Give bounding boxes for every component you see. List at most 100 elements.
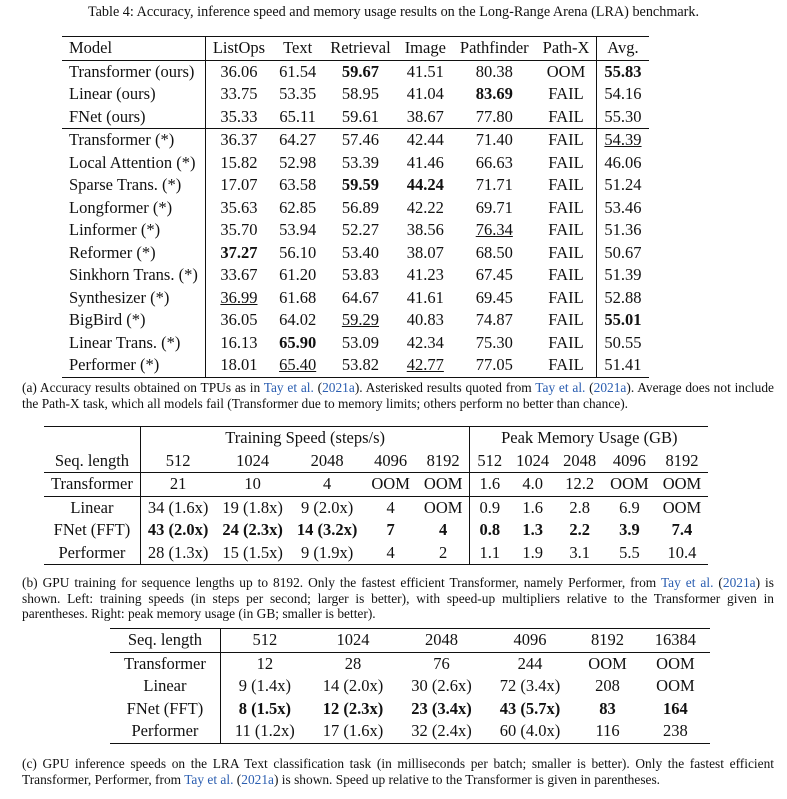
table-cell: 512: [220, 628, 309, 652]
table-cell: 65.11: [279, 106, 316, 126]
row-label: Transformer (ours): [62, 59, 206, 83]
table-cell: 68.50: [475, 242, 513, 262]
table-cell: 50.67: [604, 242, 642, 262]
citation-link[interactable]: Tay et al.: [660, 575, 714, 590]
table-cell: 53.09: [341, 332, 379, 352]
table-cell: Text: [272, 36, 324, 60]
table-row: Linear Trans. (*) 16.13 65.90 53.09 42.34 75.…: [62, 331, 649, 354]
table-cell: 2.8: [556, 495, 604, 519]
caption-text: ) is shown. Left: training speeds (in st…: [22, 575, 774, 621]
group-header: Peak Memory Usage (GB): [469, 426, 709, 450]
table-cell: 34 (1.6x): [140, 495, 216, 519]
table-cell: 10: [215, 472, 290, 496]
table-cell: 52.27: [341, 220, 379, 240]
table-cell: 64.27: [272, 128, 324, 152]
table-row: Transformer 12 28 76 244 OOM OOM: [110, 651, 711, 675]
table-row: Local Attention (*) 15.82 52.98 53.39 41.46 6…: [62, 151, 649, 174]
table-row: Transformer (*) 36.37 64.27 57.46 42.44 71.40…: [62, 128, 649, 152]
table-cell: 69.45: [475, 287, 513, 307]
caption-text: (c) GPU inference speeds on the LRA Text…: [22, 756, 774, 787]
citation-link[interactable]: Tay et al.: [263, 380, 314, 395]
table-cell: 1.6: [469, 472, 510, 496]
table-cell: 40.83: [406, 310, 444, 330]
table-row: Performer 28 (1.3x) 15 (1.5x) 9 (1.9x) 4 2 1.1…: [44, 541, 709, 565]
table-cell: 512: [165, 450, 191, 470]
table-cell: 42.34: [406, 332, 444, 352]
table-cell: 42.22: [406, 197, 444, 217]
table-cell: 41.04: [406, 84, 444, 104]
table-cell: 23 (3.4x): [411, 698, 472, 718]
table-cell: 12.2: [556, 472, 604, 496]
table-cell: 9 (1.4x): [238, 676, 291, 696]
citation-link[interactable]: 2021a: [593, 380, 627, 395]
table-cell: 164: [663, 698, 688, 718]
table-cell: 17 (1.6x): [308, 720, 398, 744]
table-cell: 64.02: [279, 310, 317, 330]
table-cell: 18.01: [205, 354, 273, 378]
table-cell: 55.30: [604, 106, 642, 126]
table-cell: 66.63: [475, 152, 513, 172]
table-cell: 53.82: [323, 354, 398, 378]
table-b: Training Speed (steps/s) Peak Memory Usag…: [44, 426, 709, 565]
group-header: Training Speed (steps/s): [140, 426, 471, 450]
table-cell: 53.46: [604, 197, 642, 217]
table-row: Sinkhorn Trans. (*) 33.67 61.20 53.83 41.23 6…: [62, 264, 649, 287]
table-cell: 53.39: [341, 152, 379, 172]
citation-link[interactable]: 2021a: [722, 575, 756, 590]
table-cell: 76: [397, 651, 486, 675]
table-cell: 71.71: [475, 175, 513, 195]
caption-text: (: [313, 380, 323, 395]
row-label: Performer: [44, 541, 141, 565]
table-cell: 59.61: [341, 106, 379, 126]
table-cell: 1.9: [509, 541, 557, 565]
table-cell: FAIL: [535, 309, 598, 332]
table-cell: 62.85: [279, 197, 317, 217]
table-cell: 16.13: [220, 332, 258, 352]
table-cell: 36.37: [205, 128, 273, 152]
row-label: Performer: [110, 720, 221, 744]
caption-text: (: [233, 771, 242, 787]
row-label: Longformer (*): [62, 196, 206, 219]
table-cell: 14 (3.2x): [296, 520, 358, 540]
table-cell: ListOps: [205, 36, 273, 60]
table-cell: 1.3: [522, 520, 543, 540]
table-cell: 12 (2.3x): [322, 698, 384, 718]
citation-link[interactable]: 2021a: [241, 771, 274, 787]
table-cell: 54.16: [604, 84, 642, 104]
table-cell: 42.77: [397, 354, 453, 378]
caption-a: (a) Accuracy results obtained on TPUs as…: [22, 380, 774, 411]
table-row: Longformer (*) 35.63 62.85 56.89 42.22 69.71 F…: [62, 196, 649, 219]
table-cell: FAIL: [535, 286, 598, 309]
table-cell: 116: [574, 720, 641, 744]
citation-link[interactable]: Tay et al.: [535, 380, 586, 395]
citation-link[interactable]: 2021a: [322, 380, 355, 395]
table-cell: 4096: [374, 450, 408, 470]
table-cell: 17.07: [220, 175, 258, 195]
table-cell: FAIL: [535, 128, 598, 152]
table-cell: 5.5: [603, 541, 656, 565]
table-cell: 33.67: [220, 265, 258, 285]
table-cell: 50.55: [604, 332, 642, 352]
table-cell: 43 (5.7x): [499, 698, 561, 718]
table-cell: 1024: [516, 450, 550, 470]
table-cell: 44.24: [406, 175, 444, 195]
row-label: FNet (ours): [62, 105, 206, 129]
table-cell: FAIL: [535, 264, 598, 287]
table-cell: 77.80: [475, 106, 513, 126]
table-cell: 1.6: [509, 495, 557, 519]
table-cell: OOM: [656, 676, 695, 696]
caption-c: (c) GPU inference speeds on the LRA Text…: [22, 756, 774, 787]
table-cell: 4: [364, 495, 417, 519]
table-cell: [44, 426, 141, 450]
table-cell: 54.39: [596, 128, 649, 152]
table-cell: 38.56: [406, 220, 444, 240]
row-label: Seq. length: [44, 449, 141, 473]
table-cell: 4: [289, 472, 365, 496]
table-cell: 512: [477, 450, 503, 470]
citation-link[interactable]: Tay et al.: [184, 771, 234, 787]
table-cell: 60 (4.0x): [485, 720, 575, 744]
caption-text: (: [713, 575, 723, 590]
row-label: FNet (FFT): [44, 519, 141, 542]
table-cell: OOM: [655, 472, 709, 496]
table-row: Transformer (ours) 36.06 61.54 59.67 41.51 80…: [62, 59, 649, 83]
